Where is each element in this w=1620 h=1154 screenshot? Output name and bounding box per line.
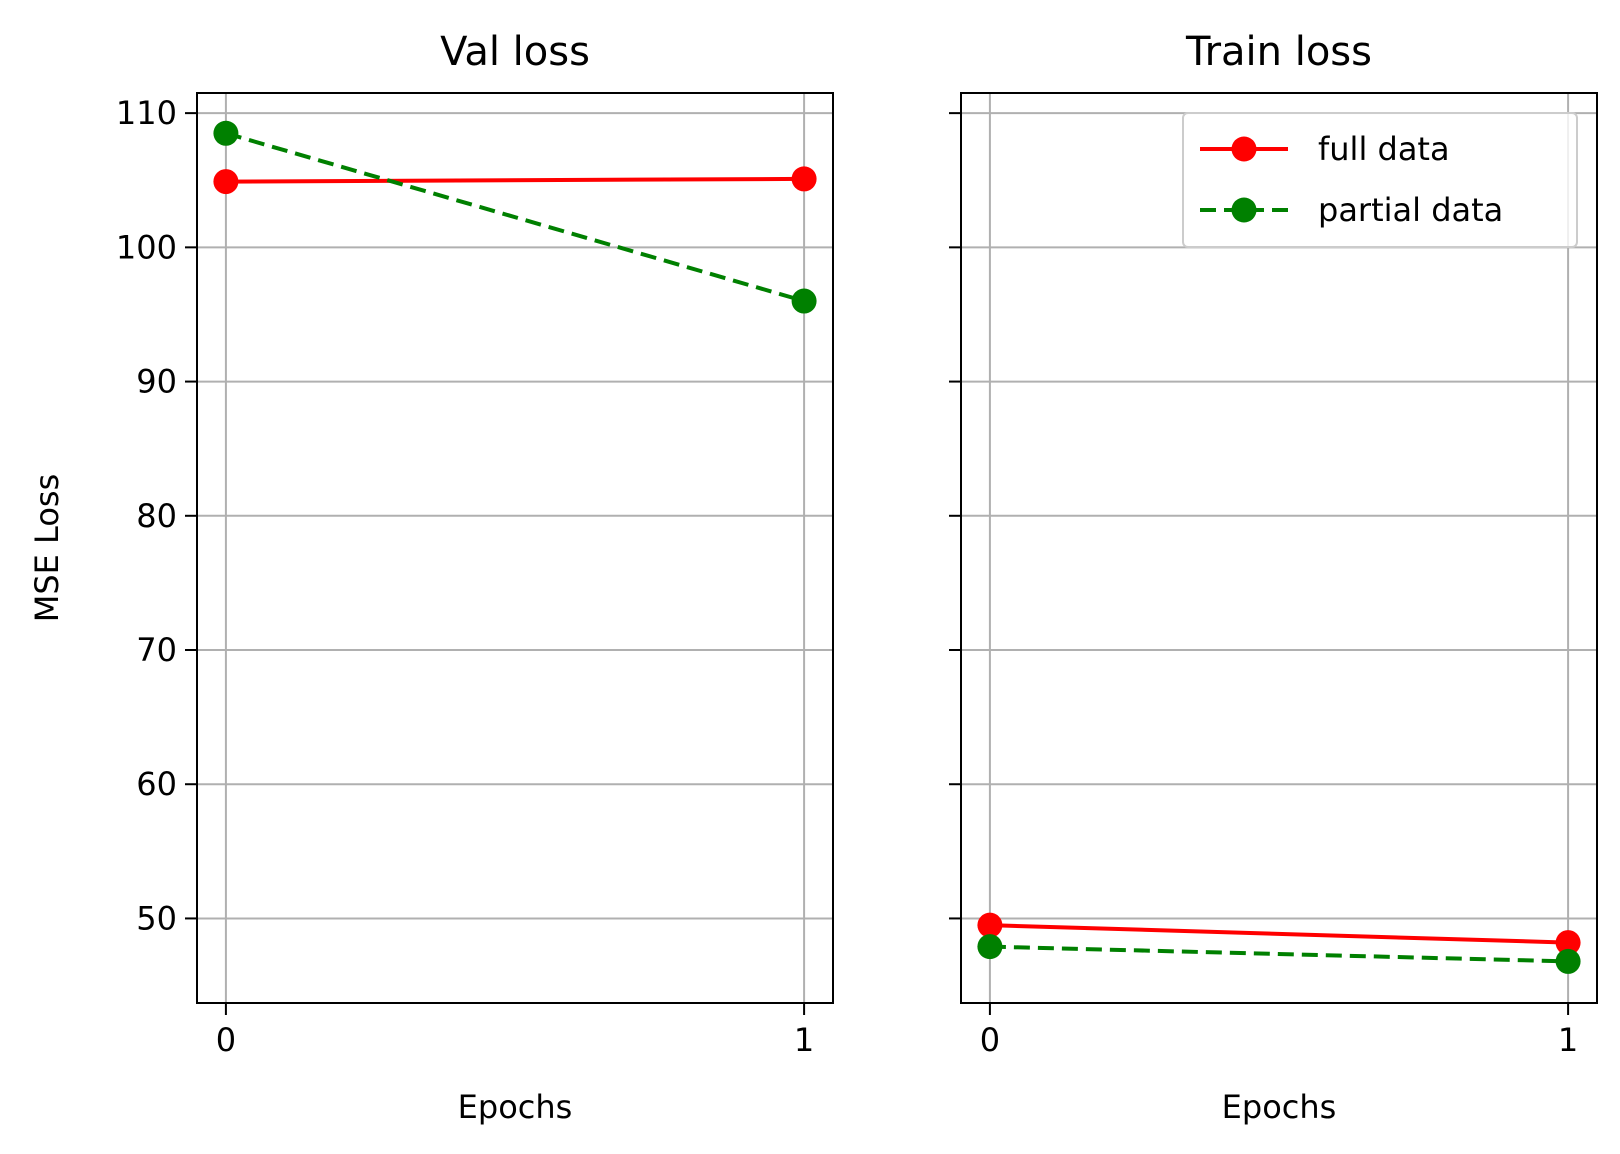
chart-title: Val loss	[440, 29, 590, 75]
full-data-line	[989, 923, 1569, 945]
x-axis-label: Epochs	[458, 1088, 573, 1126]
full-data-point	[791, 166, 817, 192]
x-axis-label: Epochs	[1222, 1088, 1337, 1126]
x-tick-label: 0	[980, 1021, 1000, 1059]
y-tick-label: 100	[116, 228, 177, 266]
y-tick-label: 70	[136, 631, 177, 669]
full-data-point	[213, 169, 239, 195]
axes-frame	[196, 92, 834, 1004]
val-loss-panel: 50 60 70 80 90 100 110 0 1 Val loss Epochs MSE Loss	[28, 29, 834, 1126]
y-tick-label: 110	[116, 94, 177, 132]
full-data-point	[977, 912, 1003, 938]
x-tick-label: 0	[216, 1021, 236, 1059]
legend: full data partial data	[1182, 112, 1578, 248]
partial-data-point	[213, 120, 239, 146]
partial-data-line	[989, 944, 1569, 964]
partial-data-point	[977, 934, 1003, 960]
legend-label-full-data: full data	[1318, 130, 1450, 168]
full-data-line	[225, 176, 805, 184]
train-loss-panel: 0 1 Train loss Epochs full data partial data	[949, 29, 1598, 1126]
legend-marker-full-data	[1231, 136, 1257, 162]
chart-title: Train loss	[1185, 29, 1372, 75]
partial-data-point	[1555, 948, 1581, 974]
partial-data-line	[225, 131, 805, 303]
y-tick-label: 60	[136, 765, 177, 803]
legend-box	[1182, 112, 1578, 248]
x-tick-label: 1	[1558, 1021, 1578, 1059]
legend-label-partial-data: partial data	[1318, 191, 1503, 229]
y-tick-label: 90	[136, 363, 177, 401]
partial-data-point	[791, 288, 817, 314]
legend-marker-partial-data	[1231, 197, 1257, 223]
full-data-point	[1555, 930, 1581, 956]
y-axis-label: MSE Loss	[28, 474, 66, 623]
y-tick-label: 80	[136, 497, 177, 535]
x-tick-label: 1	[794, 1021, 814, 1059]
y-tick-label: 50	[136, 899, 177, 937]
axes-frame	[960, 92, 1598, 1004]
